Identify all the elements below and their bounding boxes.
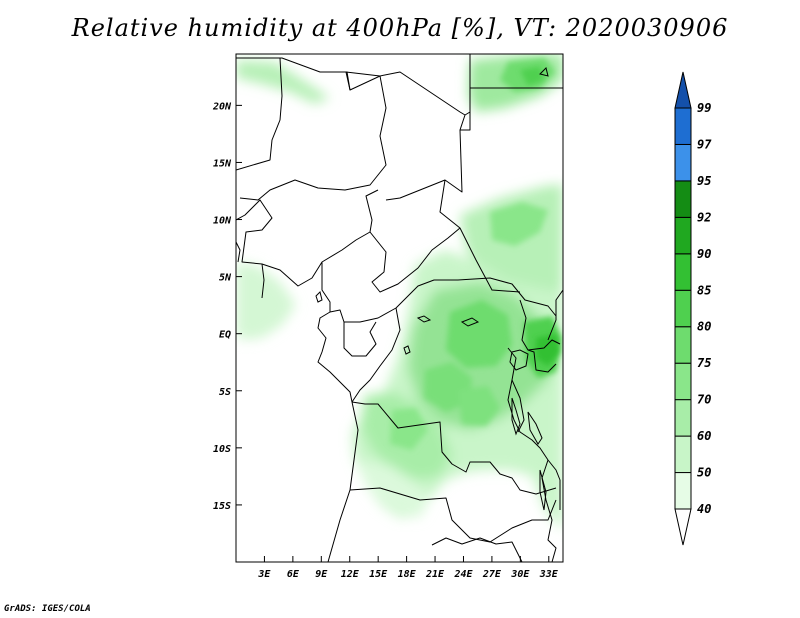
lakes: [315, 67, 549, 511]
y-axis: 20N 15N 10N 5N EQ 5S 10S 15S: [212, 101, 242, 512]
x-tick-label: 9E: [315, 569, 328, 580]
map-title: Relative humidity at 400hPa [%], VT: 202…: [71, 14, 729, 42]
colorbar: 40 50 60 70 75 80 85 90 92 95 97 99: [674, 71, 712, 546]
y-tick-label: EQ: [219, 330, 231, 341]
colorbar-label: 99: [697, 101, 711, 115]
colorbar-label: 60: [697, 429, 711, 443]
colorbar-box: [674, 180, 692, 218]
colorbar-label: 75: [697, 356, 711, 370]
colorbar-box: [674, 143, 692, 182]
country-borders: [236, 54, 563, 562]
grads-credit: GrADS: IGES/COLA: [4, 604, 91, 614]
y-tick-label: 10S: [213, 444, 231, 455]
colorbar-box: [674, 326, 692, 364]
colorbar-label: 50: [697, 466, 711, 480]
colorbar-box: [674, 253, 692, 291]
x-tick-label: 33E: [539, 569, 559, 580]
y-tick-label: 20N: [212, 101, 232, 112]
x-tick-label: 30E: [510, 569, 530, 580]
x-tick-label: 12E: [341, 569, 360, 580]
y-tick-label: 15S: [213, 501, 231, 512]
colorbar-box: [674, 216, 692, 255]
x-tick-label: 18E: [398, 569, 417, 580]
colorbar-lower-extension: [674, 508, 692, 546]
y-tick-label: 15N: [213, 158, 232, 169]
colorbar-label: 97: [697, 137, 712, 151]
x-tick-label: 24E: [453, 569, 473, 580]
colorbar-label: 80: [697, 320, 711, 334]
x-tick-label: 6E: [287, 569, 300, 580]
colorbar-box: [674, 399, 692, 437]
colorbar-label: 90: [697, 247, 711, 261]
map-frame: [235, 53, 564, 563]
y-tick-label: 10N: [213, 216, 232, 227]
x-tick-label: 3E: [257, 569, 271, 580]
colorbar-label: 92: [697, 210, 711, 224]
colorbar-box: [674, 362, 692, 401]
colorbar-label: 70: [697, 393, 711, 407]
colorbar-box: [674, 107, 692, 145]
colorbar-label: 95: [697, 174, 711, 188]
x-axis: 3E 6E 9E 12E 15E 18E 21E 24E 27E 30E 33E: [257, 556, 559, 580]
colorbar-label: 40: [697, 502, 711, 516]
y-tick-label: 5N: [219, 273, 232, 284]
x-tick-label: 21E: [425, 569, 445, 580]
colorbar-box: [674, 472, 692, 510]
colorbar-box: [674, 435, 692, 474]
y-tick-label: 5S: [219, 387, 231, 398]
x-tick-label: 15E: [369, 569, 388, 580]
x-tick-label: 27E: [482, 569, 502, 580]
colorbar-label: 85: [697, 283, 711, 297]
colorbar-upper-extension: [674, 71, 692, 109]
colorbar-box: [674, 289, 692, 328]
